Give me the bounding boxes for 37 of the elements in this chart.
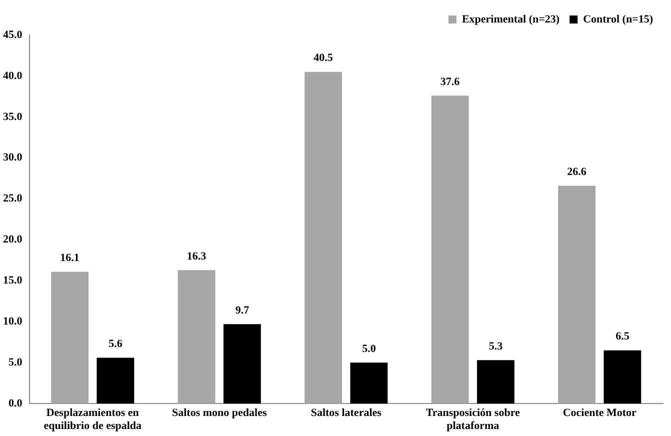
data-label: 26.6 — [567, 166, 587, 178]
bar — [558, 186, 596, 404]
y-tick-label: 0.0 — [8, 397, 23, 410]
y-tick-label: 20.0 — [3, 234, 23, 246]
bar — [96, 358, 134, 404]
bar — [51, 272, 89, 404]
x-tick-label: Cociente Motor — [562, 407, 637, 420]
y-tick-label: 10.0 — [3, 316, 23, 328]
data-label: 5.3 — [488, 340, 504, 353]
data-label: 9.7 — [235, 304, 250, 316]
y-tick-label: 45.0 — [3, 28, 23, 41]
y-tick-label: 15.0 — [3, 274, 23, 287]
legend-label: Experimental (n=23) — [462, 13, 560, 26]
bar — [304, 72, 342, 404]
x-tick-label: Saltos mono pedales — [172, 407, 268, 420]
data-label: 37.6 — [440, 76, 460, 88]
y-tick-label: 30.0 — [3, 152, 23, 164]
bar — [604, 350, 642, 404]
data-label: 5.6 — [108, 338, 123, 350]
data-label: 5.0 — [362, 342, 376, 355]
y-tick-label: 5.0 — [8, 356, 23, 368]
x-tick-label: Transposición sobre plataforma — [426, 407, 520, 432]
legend-label: Control (n=15) — [583, 13, 654, 26]
bar — [178, 270, 216, 404]
data-label: 16.3 — [186, 250, 207, 262]
bar — [223, 324, 261, 404]
bar — [350, 362, 388, 404]
bar — [476, 360, 514, 404]
x-tick-label: Desplazamientos en equilibrio de espalda — [44, 407, 142, 432]
data-label: 40.5 — [314, 52, 334, 64]
bar — [431, 96, 469, 404]
y-tick-label: 25.0 — [3, 192, 23, 205]
x-tick-label: Saltos laterales — [310, 407, 382, 420]
y-tick-label: 40.0 — [3, 70, 23, 82]
data-label: 6.5 — [616, 330, 630, 343]
data-label: 16.1 — [60, 252, 80, 264]
y-tick-label: 35.0 — [3, 110, 23, 123]
